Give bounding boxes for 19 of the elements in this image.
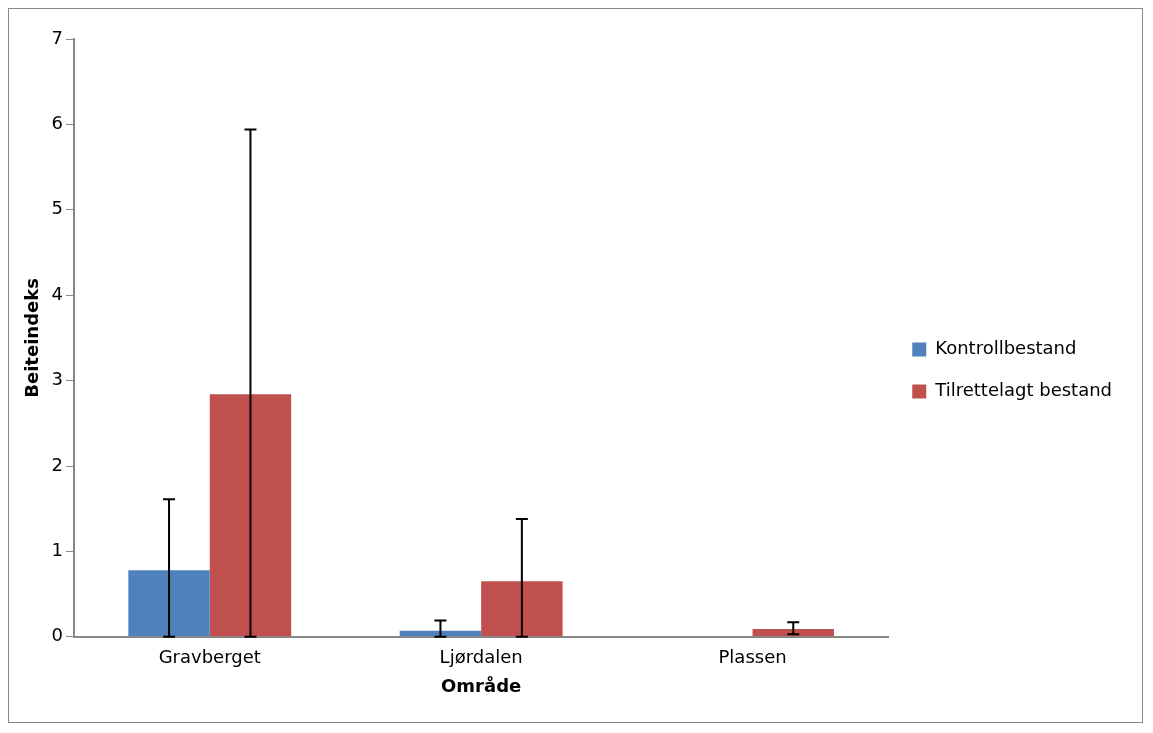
x-axis-title: Område: [441, 674, 522, 696]
bar: [209, 394, 292, 637]
y-tick-label: 5: [51, 197, 64, 219]
y-tick-label: 2: [51, 453, 64, 475]
y-tick-label: 0: [51, 624, 64, 646]
legend-label: Tilrettelagt bestand: [934, 379, 1112, 401]
bar: [128, 570, 210, 637]
y-tick-label: 7: [51, 26, 64, 48]
y-tick-label: 4: [51, 282, 64, 304]
x-tick-label: Gravberget: [158, 646, 261, 668]
x-tick-label: Plassen: [718, 646, 787, 668]
y-tick-label: 1: [51, 539, 64, 561]
y-tick-label: 3: [51, 368, 64, 390]
legend-label: Kontrollbestand: [935, 337, 1077, 359]
x-tick-label: Ljørdalen: [439, 646, 523, 668]
y-axis-title: Beiteindeks: [21, 278, 43, 398]
bar: [481, 581, 563, 637]
y-tick-label: 6: [51, 112, 64, 134]
bar: [752, 629, 834, 637]
